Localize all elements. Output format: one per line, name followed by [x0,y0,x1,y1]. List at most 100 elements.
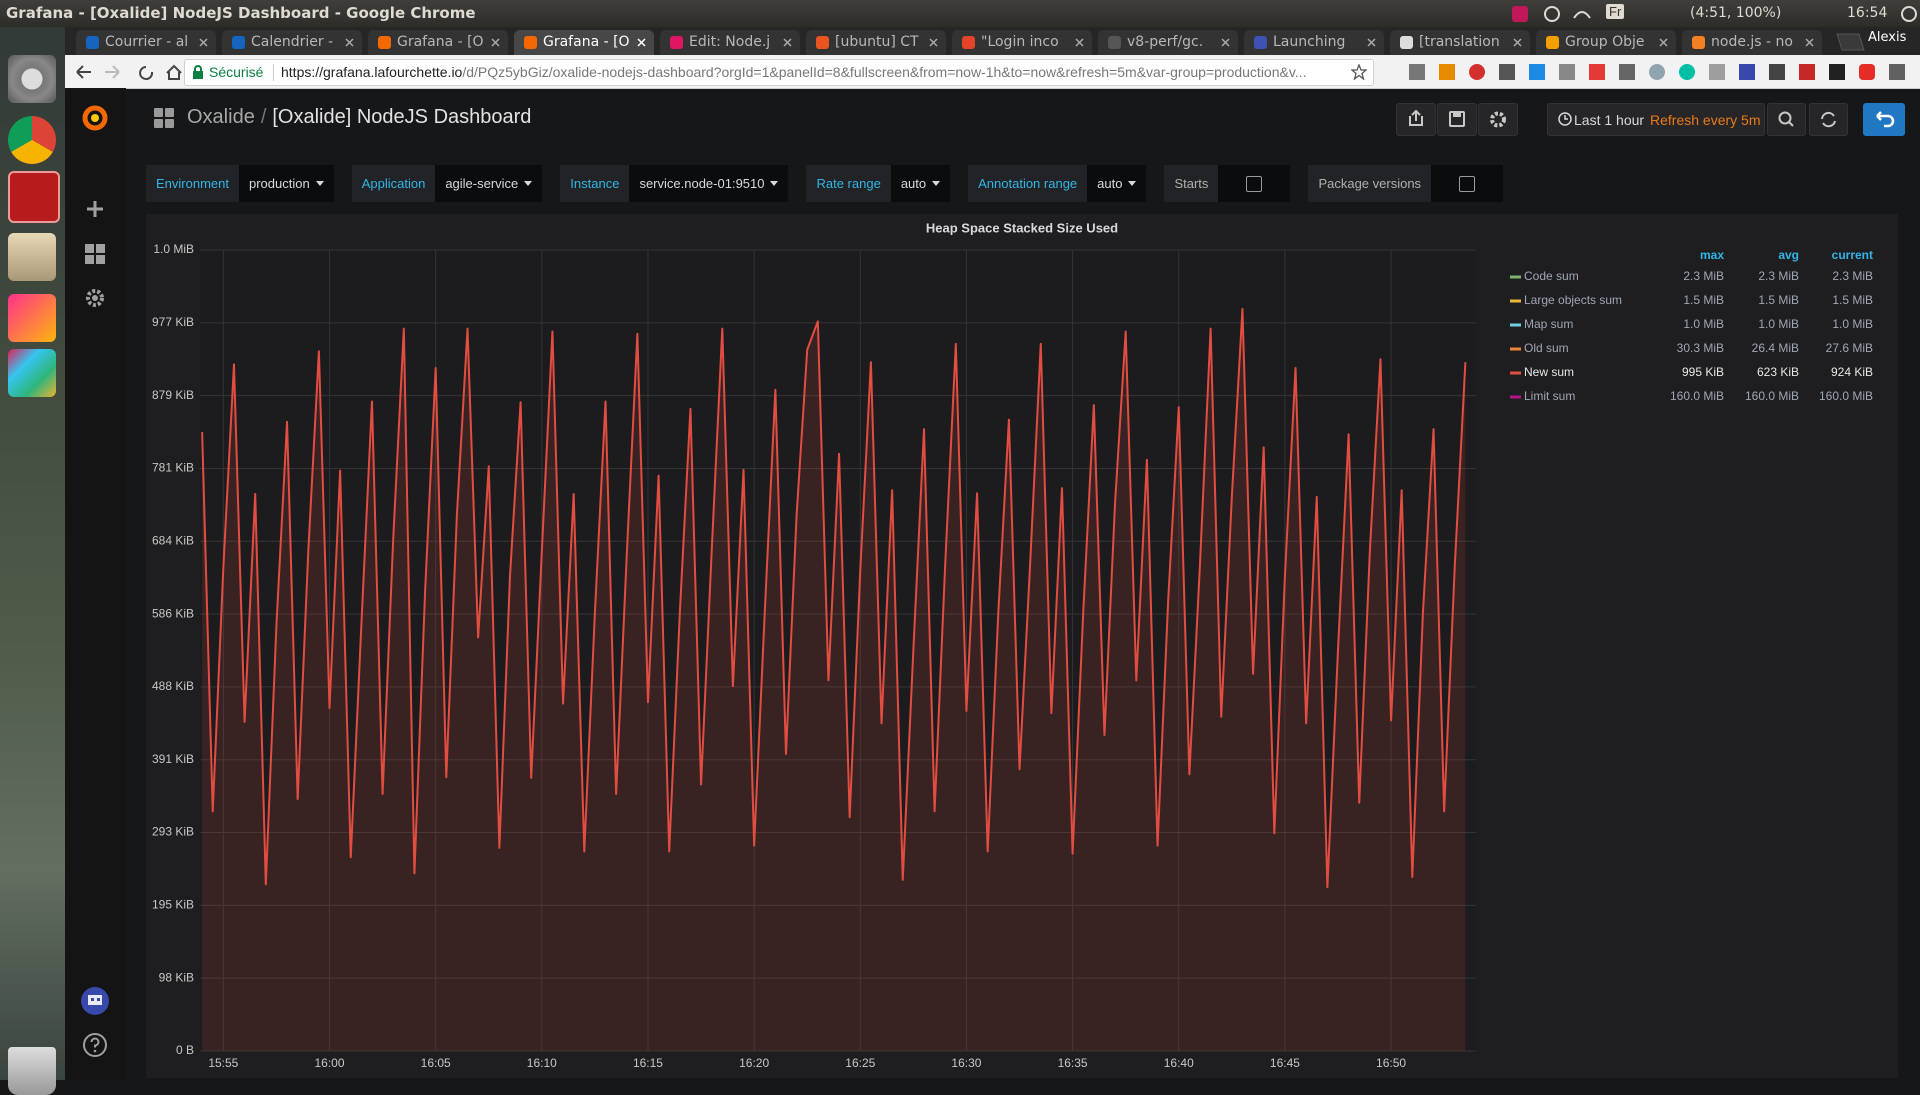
extension-icon[interactable] [1619,64,1635,80]
tab-close[interactable] [1513,38,1522,47]
browser-tab[interactable]: node.js - no [1682,30,1822,55]
zoom-out-button[interactable] [1767,103,1806,136]
refresh-button[interactable] [1809,103,1848,136]
browser-tab[interactable]: [ubuntu] CT [806,30,946,55]
share-button[interactable] [1396,103,1436,136]
variable-dropdown[interactable]: auto [1087,165,1147,202]
checkbox[interactable] [1246,175,1263,192]
new-tab-button[interactable] [1833,32,1867,52]
legend-swatch[interactable] [1510,299,1521,303]
browser-tab[interactable]: [translation [1390,30,1530,55]
tab-close[interactable] [637,38,646,47]
browser-tab[interactable]: Launching [1244,30,1384,55]
help-icon[interactable] [82,1032,108,1058]
extension-icon[interactable] [1559,64,1575,80]
url[interactable]: https://grafana.lafourchette.io/d/PQz5yb… [281,64,1306,80]
folder-link[interactable]: Oxalide [187,106,255,128]
extension-icon[interactable] [1409,64,1425,80]
browser-tab[interactable]: Grafana - [O [368,30,508,55]
extension-icon[interactable] [1589,64,1605,80]
dashboards-icon[interactable] [84,243,106,265]
extension-icon[interactable] [1859,64,1875,80]
legend-name[interactable]: Large objects sum [1524,293,1622,307]
tab-close[interactable] [199,38,208,47]
browser-tab[interactable]: "Login inco [952,30,1092,55]
tab-close[interactable] [345,38,354,47]
extension-icon[interactable] [1709,64,1725,80]
tab-close[interactable] [929,38,938,47]
toggle-box[interactable] [1431,165,1504,202]
tab-close[interactable] [1805,38,1814,47]
save-button[interactable] [1437,103,1477,136]
legend-header[interactable]: max [1700,248,1724,262]
legend-name[interactable]: Map sum [1524,317,1573,331]
legend-header[interactable]: current [1832,248,1873,262]
legend-header[interactable]: avg [1778,248,1799,262]
extension-icon[interactable] [1529,64,1545,80]
browser-tab[interactable]: Group Obje [1536,30,1676,55]
browser-tab[interactable]: v8-perf/gc. [1098,30,1238,55]
wifi-indicator[interactable] [1573,11,1591,19]
legend-swatch[interactable] [1510,395,1521,399]
keyboard-layout[interactable]: Fr [1606,4,1625,19]
extension-icon[interactable] [1739,64,1755,80]
variable-dropdown[interactable]: production [238,165,334,202]
config-icon[interactable] [84,287,106,309]
menu-button[interactable] [1889,64,1905,80]
tab-close[interactable] [1659,38,1668,47]
legend-name[interactable]: Old sum [1524,341,1569,355]
bookmark-star[interactable] [1351,64,1367,80]
trash-icon[interactable] [8,1047,56,1095]
extension-icon[interactable] [1829,64,1845,80]
app-icon[interactable] [8,171,60,223]
files-icon[interactable] [8,233,56,281]
browser-tab[interactable]: Edit: Node.j [660,30,800,55]
extension-icon[interactable] [1769,64,1785,80]
power-icon[interactable] [1900,4,1918,24]
back-button[interactable] [76,65,91,79]
extension-icon[interactable] [1649,64,1665,80]
browser-tab[interactable]: Courrier - al [76,30,216,55]
chrome-icon[interactable] [8,116,56,164]
forward-button[interactable] [105,65,120,79]
profile-name[interactable]: Alexis [1868,30,1907,45]
legend-swatch[interactable] [1510,275,1521,279]
toggle-box[interactable] [1218,165,1291,202]
extension-icon[interactable] [1499,64,1515,80]
legend-name[interactable]: Code sum [1524,269,1579,283]
dashboard-title[interactable]: [Oxalide] NodeJS Dashboard [272,106,532,128]
slack-icon[interactable] [8,349,56,397]
tab-close[interactable] [1367,38,1376,47]
legend-swatch[interactable] [1510,323,1521,327]
battery-status[interactable]: (4:51, 100%) [1690,5,1782,21]
create-icon[interactable] [85,199,105,219]
extension-icon[interactable] [1799,64,1815,80]
browser-tab[interactable]: Grafana - [O [514,30,654,55]
clock[interactable]: 16:54 [1847,5,1888,21]
variable-dropdown[interactable]: agile-service [435,165,543,202]
tab-close[interactable] [1221,38,1230,47]
extension-icon[interactable] [1439,64,1455,80]
tab-close[interactable] [491,38,500,47]
dash-icon[interactable] [8,55,56,103]
legend-name[interactable]: New sum [1524,365,1574,379]
address-bar[interactable]: Sécurisé https://grafana.lafourchette.io… [184,59,1374,86]
variable-dropdown[interactable]: service.node-01:9510 [629,165,789,202]
reload-button[interactable] [139,66,154,80]
extension-icon[interactable] [1469,64,1485,80]
tab-close[interactable] [1075,38,1084,47]
browser-tab[interactable]: Calendrier - [222,30,362,55]
grafana-logo[interactable] [79,102,111,134]
legend-name[interactable]: Limit sum [1524,389,1575,403]
checkbox[interactable] [1459,175,1476,192]
home-button[interactable] [166,64,182,80]
tab-close[interactable] [783,38,792,47]
app-indicator[interactable] [1512,6,1528,22]
legend-swatch[interactable] [1510,347,1521,351]
variable-dropdown[interactable]: auto [890,165,951,202]
user-avatar[interactable] [80,986,110,1016]
extension-icon[interactable] [1679,64,1695,80]
settings-button[interactable] [1478,103,1518,136]
jetbrains-icon[interactable] [8,294,56,342]
back-to-dashboard-button[interactable] [1863,103,1905,136]
